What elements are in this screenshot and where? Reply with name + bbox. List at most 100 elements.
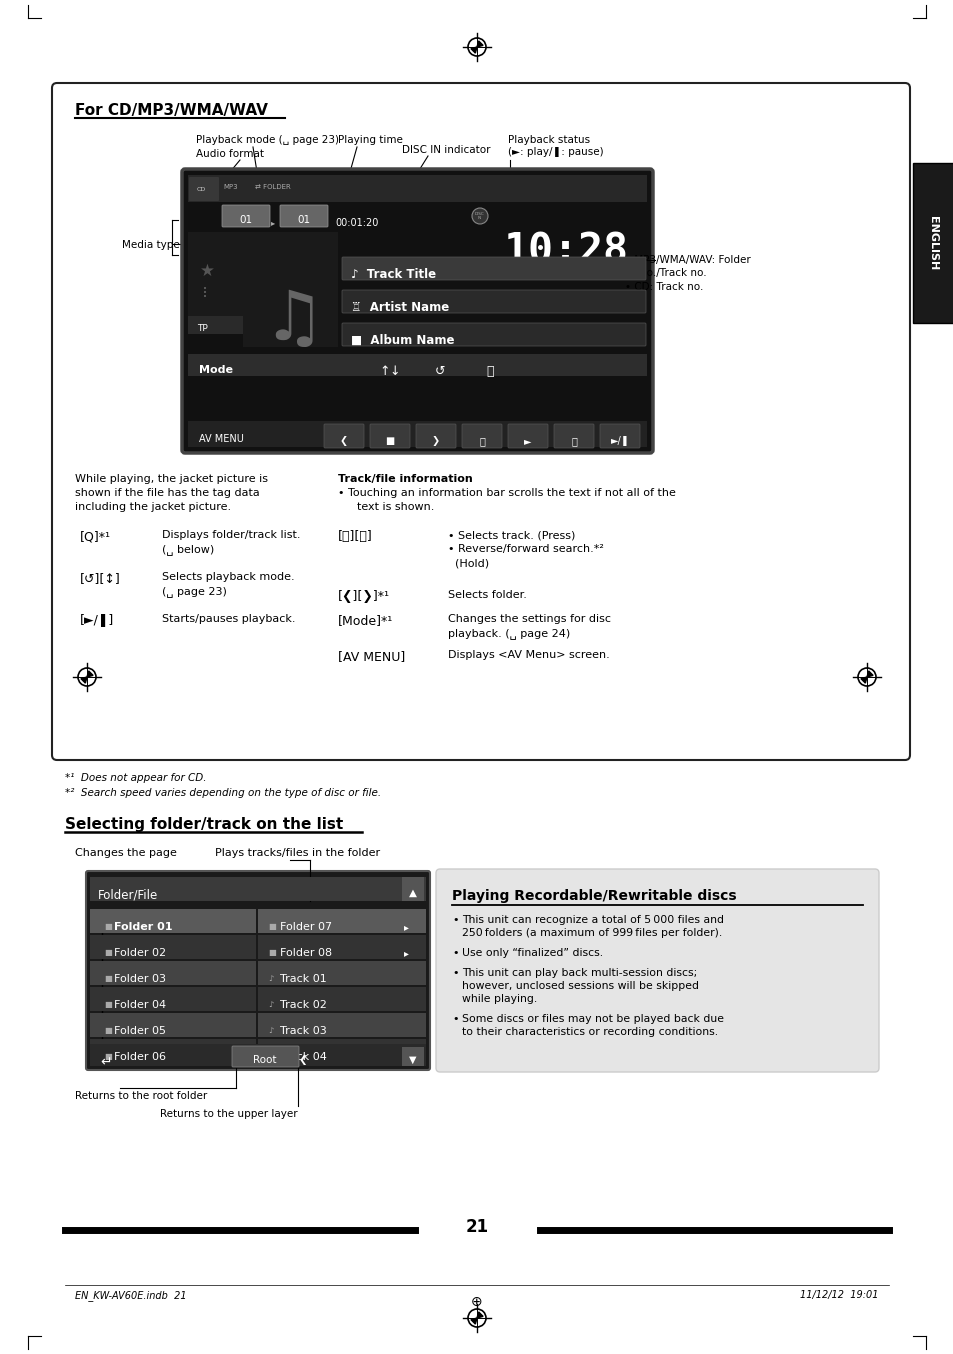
Text: Changes the settings for disc: Changes the settings for disc — [448, 613, 610, 624]
Text: •: • — [452, 915, 458, 925]
FancyBboxPatch shape — [401, 877, 423, 900]
Text: ■: ■ — [268, 922, 275, 932]
Text: Plays tracks/files in the folder: Plays tracks/files in the folder — [214, 848, 379, 858]
Text: Folder 04: Folder 04 — [113, 1001, 166, 1010]
Text: [►/❚]: [►/❚] — [80, 613, 114, 627]
Text: ↵: ↵ — [100, 1055, 112, 1070]
Text: Media type: Media type — [122, 240, 179, 250]
Polygon shape — [87, 672, 93, 677]
Text: (Hold): (Hold) — [448, 558, 489, 567]
Polygon shape — [81, 677, 87, 682]
Text: ▲: ▲ — [409, 888, 416, 898]
Text: ⠇: ⠇ — [202, 287, 212, 301]
Text: ↺: ↺ — [435, 366, 445, 378]
Text: (␣ page 23): (␣ page 23) — [162, 586, 227, 597]
Text: Folder 05: Folder 05 — [113, 1026, 166, 1036]
Bar — [257, 936, 426, 959]
Text: Displays folder/track list.: Displays folder/track list. — [162, 529, 300, 540]
Text: Selecting folder/track on the list: Selecting folder/track on the list — [65, 816, 343, 831]
Text: While playing, the jacket picture is: While playing, the jacket picture is — [75, 474, 268, 483]
Text: ⏭: ⏭ — [571, 436, 577, 445]
FancyBboxPatch shape — [324, 424, 364, 448]
Text: DISC
IN: DISC IN — [475, 211, 484, 221]
Text: This unit can play back multi-session discs;: This unit can play back multi-session di… — [461, 968, 697, 978]
Bar — [90, 1013, 255, 1037]
Text: Folder 06: Folder 06 — [113, 1052, 166, 1062]
Bar — [188, 232, 243, 332]
Text: •: • — [452, 948, 458, 959]
Text: ■: ■ — [104, 948, 112, 957]
Text: 10:28: 10:28 — [502, 230, 627, 272]
Text: •: • — [452, 968, 458, 978]
Text: Changes the page: Changes the page — [75, 848, 176, 858]
Text: AV MENU: AV MENU — [199, 435, 244, 444]
Text: Starts/pauses playback.: Starts/pauses playback. — [162, 613, 295, 624]
Polygon shape — [860, 677, 866, 682]
Text: shown if the file has the tag data: shown if the file has the tag data — [75, 487, 259, 498]
Text: ■  Album Name: ■ Album Name — [351, 334, 454, 347]
Text: ■: ■ — [104, 1026, 112, 1034]
Text: Playback status: Playback status — [507, 135, 590, 145]
FancyBboxPatch shape — [461, 424, 501, 448]
Text: ❮: ❮ — [298, 1055, 307, 1066]
Bar — [188, 353, 646, 376]
Text: however, unclosed sessions will be skipped: however, unclosed sessions will be skipp… — [461, 982, 699, 991]
Text: ►/❚: ►/❚ — [610, 436, 629, 445]
FancyBboxPatch shape — [599, 424, 639, 448]
Text: ▴: ▴ — [91, 919, 97, 929]
Bar — [90, 961, 255, 984]
Text: • Reverse/forward search.*²: • Reverse/forward search.*² — [448, 544, 603, 554]
FancyBboxPatch shape — [436, 869, 878, 1072]
Text: 21: 21 — [465, 1219, 488, 1236]
Text: ⊕: ⊕ — [471, 1294, 482, 1309]
Text: [❮][❯]*¹: [❮][❯]*¹ — [337, 590, 390, 603]
Bar — [257, 909, 426, 933]
Text: Folder 02: Folder 02 — [113, 948, 166, 959]
Text: Folder 03: Folder 03 — [113, 974, 166, 984]
Text: ⌕: ⌕ — [486, 366, 494, 378]
Text: 01: 01 — [297, 215, 311, 225]
Text: This unit can recognize a total of 5 000 files and: This unit can recognize a total of 5 000… — [461, 915, 723, 925]
Text: • CD: Track no.: • CD: Track no. — [624, 282, 702, 292]
Bar — [257, 987, 426, 1011]
Bar — [912, 162, 953, 324]
Text: Returns to the root folder: Returns to the root folder — [75, 1091, 207, 1101]
Text: *²  Search speed varies depending on the type of disc or file.: *² Search speed varies depending on the … — [65, 788, 381, 798]
Text: while playing.: while playing. — [461, 994, 537, 1005]
Text: • Selects track. (Press): • Selects track. (Press) — [448, 529, 575, 540]
Text: MP3: MP3 — [223, 184, 237, 190]
Bar — [243, 232, 337, 347]
Text: ⇄ FOLDER: ⇄ FOLDER — [254, 184, 291, 190]
FancyBboxPatch shape — [222, 204, 270, 227]
Circle shape — [472, 209, 488, 223]
FancyBboxPatch shape — [370, 424, 410, 448]
Text: ↓: ↓ — [390, 366, 400, 378]
Text: ♪  Track Title: ♪ Track Title — [351, 268, 436, 282]
Text: Selects folder.: Selects folder. — [448, 590, 526, 600]
Bar — [257, 1039, 426, 1063]
Text: Some discs or files may not be played back due: Some discs or files may not be played ba… — [461, 1014, 723, 1024]
Text: For CD/MP3/WMA/WAV: For CD/MP3/WMA/WAV — [75, 103, 268, 118]
Text: ▾: ▾ — [91, 1057, 97, 1068]
Text: [↺][↕]: [↺][↕] — [80, 571, 121, 585]
Text: Root: Root — [253, 1055, 276, 1066]
Text: [Mode]*¹: [Mode]*¹ — [337, 613, 393, 627]
Text: *¹  Does not appear for CD.: *¹ Does not appear for CD. — [65, 773, 206, 783]
Polygon shape — [471, 1317, 476, 1324]
Text: Audio format: Audio format — [195, 149, 264, 158]
Text: • Touching an information bar scrolls the text if not all of the: • Touching an information bar scrolls th… — [337, 487, 675, 498]
Text: ■: ■ — [104, 922, 112, 932]
Text: [AV MENU]: [AV MENU] — [337, 650, 405, 663]
Text: ★: ★ — [199, 263, 214, 280]
FancyBboxPatch shape — [189, 177, 219, 200]
Text: ▸: ▸ — [271, 218, 274, 227]
FancyBboxPatch shape — [182, 169, 652, 454]
Text: playback. (␣ page 24): playback. (␣ page 24) — [448, 628, 570, 639]
Text: Playing time: Playing time — [337, 135, 402, 145]
Text: Playback mode (␣ page 23): Playback mode (␣ page 23) — [195, 135, 338, 145]
Text: ■: ■ — [268, 948, 275, 957]
Text: 11/12/12  19:01: 11/12/12 19:01 — [800, 1290, 878, 1300]
Text: • MP3/WMA/WAV: Folder: • MP3/WMA/WAV: Folder — [624, 255, 750, 265]
Bar — [90, 1044, 426, 1066]
Bar — [188, 175, 646, 202]
